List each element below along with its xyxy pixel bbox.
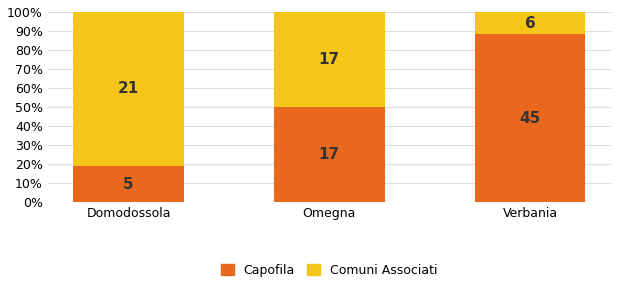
Bar	[475, 34, 585, 202]
Bar	[475, 12, 585, 34]
Text: 17: 17	[319, 52, 340, 67]
Legend: Capofila, Comuni Associati: Capofila, Comuni Associati	[216, 259, 442, 281]
Text: 6: 6	[525, 16, 536, 31]
Text: 17: 17	[319, 147, 340, 162]
Text: 21: 21	[118, 81, 139, 96]
Bar	[74, 166, 184, 202]
Text: 5: 5	[123, 176, 134, 192]
Text: 45: 45	[520, 111, 541, 126]
Bar	[274, 12, 384, 107]
Bar	[74, 12, 184, 166]
Bar	[274, 107, 384, 202]
